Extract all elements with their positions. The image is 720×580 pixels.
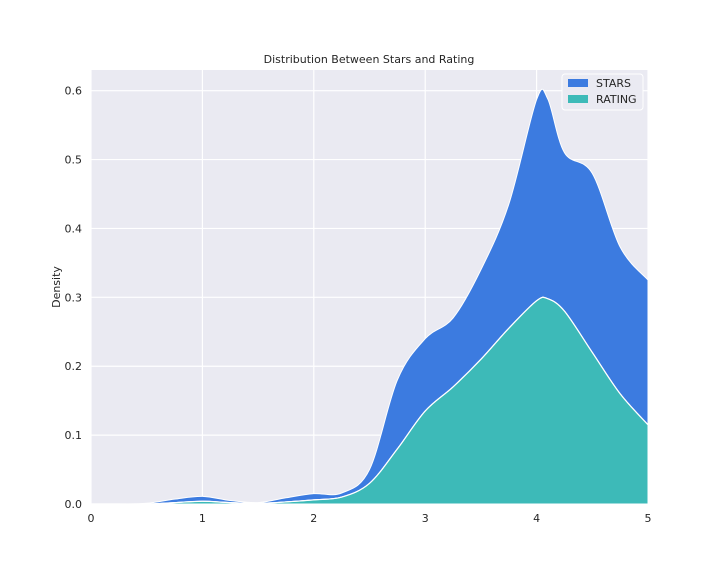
- x-tick-labels: 0 1 2 3 4 5: [88, 512, 652, 525]
- y-tick-label: 0.0: [65, 498, 83, 511]
- chart-title: Distribution Between Stars and Rating: [264, 53, 475, 66]
- y-tick-label: 0.2: [65, 360, 83, 373]
- x-tick-label: 1: [199, 512, 206, 525]
- y-axis-label: Density: [50, 266, 63, 308]
- x-tick-label: 4: [533, 512, 540, 525]
- area-boundary-line: [91, 296, 649, 505]
- legend-label-rating: RATING: [596, 93, 637, 106]
- y-tick-label: 0.6: [65, 85, 83, 98]
- area-series-group: [90, 88, 649, 505]
- x-tick-label: 5: [645, 512, 652, 525]
- y-tick-label: 0.4: [65, 222, 83, 235]
- y-tick-label: 0.5: [65, 154, 83, 167]
- legend-swatch-stars: [568, 79, 588, 87]
- legend-swatch-rating: [568, 95, 588, 103]
- y-tick-label: 0.1: [65, 429, 83, 442]
- x-tick-label: 3: [422, 512, 429, 525]
- x-tick-label: 0: [88, 512, 95, 525]
- x-tick-label: 2: [310, 512, 317, 525]
- y-tick-labels: 0.0 0.1 0.2 0.3 0.4 0.5 0.6: [65, 85, 83, 511]
- legend: STARS RATING: [561, 73, 644, 111]
- y-tick-label: 0.3: [65, 291, 83, 304]
- legend-label-stars: STARS: [596, 77, 631, 90]
